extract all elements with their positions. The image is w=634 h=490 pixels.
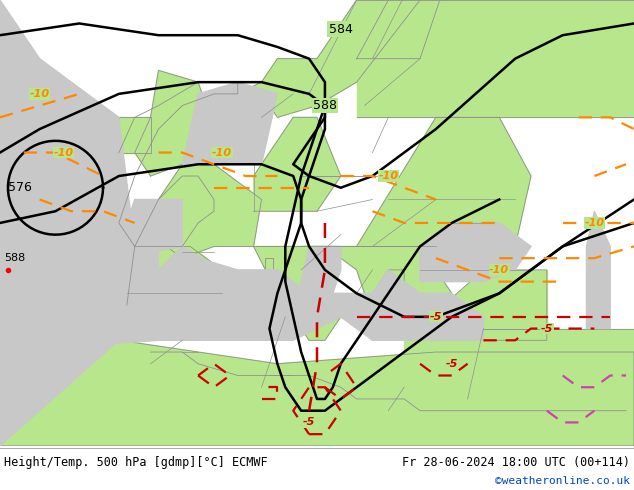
Polygon shape	[134, 71, 214, 176]
Polygon shape	[0, 0, 134, 446]
Text: -10: -10	[378, 171, 398, 181]
Polygon shape	[356, 0, 451, 59]
Polygon shape	[404, 329, 634, 446]
Polygon shape	[0, 117, 158, 352]
Polygon shape	[373, 270, 420, 340]
Polygon shape	[158, 164, 261, 258]
Text: -10: -10	[585, 218, 604, 228]
Text: -5: -5	[430, 312, 442, 322]
Polygon shape	[365, 317, 380, 334]
Text: 588: 588	[4, 253, 25, 263]
Polygon shape	[266, 258, 273, 276]
Text: -5: -5	[541, 323, 553, 334]
Text: 588: 588	[313, 99, 337, 112]
Polygon shape	[261, 282, 278, 317]
Polygon shape	[0, 340, 634, 446]
Polygon shape	[404, 270, 547, 340]
Text: -10: -10	[212, 147, 232, 158]
Text: 584: 584	[329, 23, 353, 36]
Polygon shape	[119, 199, 183, 258]
Polygon shape	[293, 317, 317, 329]
Text: -10: -10	[489, 265, 509, 275]
Polygon shape	[158, 246, 483, 340]
Text: Height/Temp. 500 hPa [gdmp][°C] ECMWF: Height/Temp. 500 hPa [gdmp][°C] ECMWF	[4, 456, 268, 469]
Polygon shape	[238, 0, 436, 117]
Polygon shape	[356, 270, 404, 317]
Text: -10: -10	[30, 89, 49, 99]
Text: -10: -10	[53, 147, 74, 158]
Polygon shape	[127, 246, 222, 340]
Polygon shape	[119, 117, 150, 152]
Text: 576: 576	[8, 181, 32, 194]
Polygon shape	[356, 0, 634, 117]
Polygon shape	[158, 258, 483, 340]
Text: Fr 28-06-2024 18:00 UTC (00+114): Fr 28-06-2024 18:00 UTC (00+114)	[402, 456, 630, 469]
Text: -5: -5	[303, 417, 315, 427]
Polygon shape	[293, 246, 341, 317]
Polygon shape	[183, 82, 278, 164]
Polygon shape	[254, 117, 341, 211]
Polygon shape	[586, 211, 610, 329]
Polygon shape	[301, 246, 451, 329]
Polygon shape	[254, 246, 341, 340]
Text: -5: -5	[446, 359, 458, 369]
Polygon shape	[356, 117, 531, 246]
Text: ©weatheronline.co.uk: ©weatheronline.co.uk	[495, 476, 630, 486]
Polygon shape	[420, 223, 531, 282]
